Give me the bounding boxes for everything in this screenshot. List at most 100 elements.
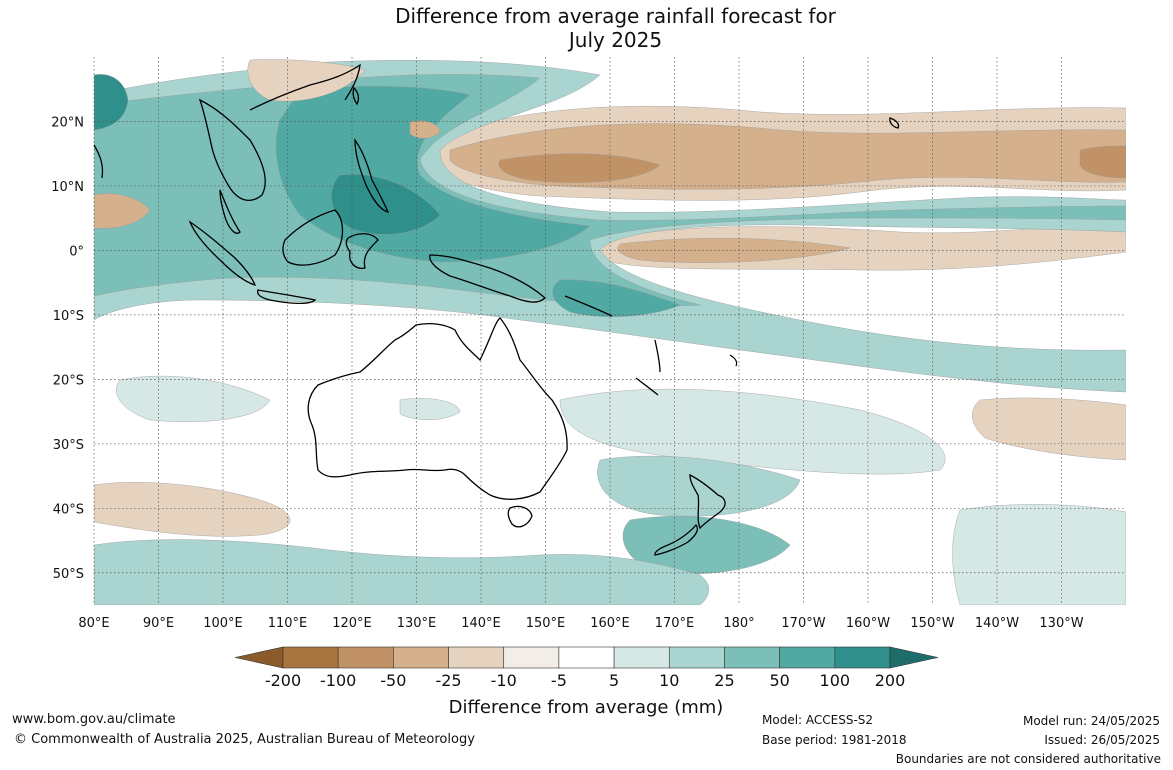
new-zealand-south-wet (622, 516, 791, 574)
java-coastline (256, 289, 317, 305)
colorbar-extend-low (234, 646, 284, 669)
north-pacific-dry-core (498, 153, 661, 183)
philippines-coastline (354, 137, 390, 213)
colorbar-segment (558, 646, 615, 669)
borneo-coastline (282, 209, 344, 266)
new-zealand-north-coastline (689, 473, 726, 530)
copyright-text: © Commonwealth of Australia 2025, Austra… (14, 732, 475, 747)
south-china-dry (247, 59, 366, 102)
longitude-label: 140°W (975, 616, 1019, 631)
coastlines (93, 63, 900, 556)
colorbar-tick-label: 200 (875, 671, 906, 690)
colorbar-segment (337, 646, 394, 669)
colorbar-segment (613, 646, 670, 669)
colorbar-tick-label: -25 (435, 671, 461, 690)
vanuatu-coastline (654, 339, 661, 373)
colorbar-tick-label: 10 (659, 671, 679, 690)
title-line-2: July 2025 (568, 28, 663, 52)
new-guinea-coastline (429, 254, 546, 303)
sumatra-coastline (188, 220, 257, 287)
colorbar-tick-label: -5 (551, 671, 567, 690)
longitude-label: 120°E (332, 616, 372, 631)
colorbar-segment (448, 646, 505, 669)
taiwan-coastline (352, 86, 360, 106)
longitude-label: 130°W (1039, 616, 1083, 631)
southern-ocean-dry-west (94, 482, 290, 537)
longitude-labels: 80°E 90°E 100°E 110°E 120°E 130°E 140°E 150°E 16… (78, 616, 1083, 631)
north-indian-ocean-dry (94, 193, 151, 229)
base-period-text: Base period: 1981-2018 (762, 733, 907, 747)
model-text: Model: ACCESS-S2 (762, 713, 874, 727)
longitude-label: 80°E (78, 616, 109, 631)
south-pacific-convergence-wet (559, 388, 946, 475)
website-text: www.bom.gov.au/climate (12, 712, 176, 727)
colorbar-extend-high (889, 646, 939, 669)
philippine-sea-dry (409, 120, 441, 139)
latitude-label: 50°S (53, 567, 84, 582)
colorbar-title: Difference from average (mm) (449, 697, 724, 718)
new-caledonia-coastline (635, 377, 659, 396)
longitude-label: 110°E (268, 616, 308, 631)
southern-ocean-wet-west (94, 539, 709, 605)
colorbar-tick-label: -100 (320, 671, 356, 690)
equatorial-dry-band-core (617, 238, 851, 263)
indochina-coastline (198, 98, 266, 201)
central-australia-wet (399, 398, 461, 420)
colorbar-segment (834, 646, 891, 669)
latitude-labels: 20°N 10°N 0° 10°S 20°S 30°S 40°S 50°S (51, 115, 84, 581)
latitude-label: 30°S (53, 438, 84, 453)
solomon-islands-coastline (564, 295, 613, 317)
indian-ocean-south-wet (116, 375, 271, 422)
warm-pool-core (331, 174, 441, 235)
latitude-label: 20°N (51, 115, 84, 130)
colorbar-tick-label: -10 (491, 671, 517, 690)
colorbar-tick-label: -200 (265, 671, 301, 690)
china-coastline (249, 63, 361, 111)
colorbar-tick-label: 25 (714, 671, 734, 690)
colorbar-segment (503, 646, 560, 669)
north-pacific-dry-core-east (1079, 145, 1126, 179)
tasman-sea-wet (597, 455, 801, 517)
boundaries-note: Boundaries are not considered authoritat… (895, 752, 1161, 766)
malay-peninsula-coastline (219, 189, 241, 234)
longitude-label: 90°E (143, 616, 174, 631)
longitude-label: 130°E (397, 616, 437, 631)
longitude-label: 150°E (526, 616, 566, 631)
solomon-sea-wet (552, 279, 681, 317)
hawaii-coastline (889, 117, 900, 129)
longitude-label: 170°W (781, 616, 825, 631)
colorbar-segment (724, 646, 780, 669)
model-run-text: Model run: 24/05/2025 (1022, 714, 1160, 728)
longitude-label: 140°E (461, 616, 501, 631)
fiji-coastline (729, 354, 738, 367)
colorbar-tick-label: 5 (609, 671, 619, 690)
issued-text: Issued: 26/05/2025 (1044, 733, 1160, 747)
tasmania-coastline (507, 505, 533, 528)
latitude-label: 40°S (53, 502, 84, 517)
longitude-label: 180° (723, 616, 754, 631)
australia-coastline (307, 317, 568, 500)
southern-ocean-dry-east (972, 397, 1126, 461)
latitude-label: 10°S (53, 309, 84, 324)
latitude-label: 10°N (51, 180, 84, 195)
colorbar-segment (779, 646, 836, 669)
colorbar-tick-label: 100 (820, 671, 851, 690)
longitude-label: 170°E (655, 616, 695, 631)
colorbar-segment (393, 646, 449, 669)
colorbar: -200 -100 -50 -25 -10 -5 5 10 25 50 100 200 (234, 646, 939, 690)
title-line-1: Difference from average rainfall forecas… (395, 4, 836, 28)
longitude-label: 160°E (590, 616, 630, 631)
longitude-label: 160°W (846, 616, 890, 631)
colorbar-segment (282, 646, 339, 669)
colorbar-tick-label: -50 (380, 671, 406, 690)
latitude-label: 20°S (53, 373, 84, 388)
india-coastline (93, 144, 104, 179)
sulawesi-coastline (345, 233, 379, 269)
longitude-label: 100°E (203, 616, 243, 631)
western-boundary-wet (94, 74, 129, 131)
colorbar-segment (668, 646, 725, 669)
longitude-label: 150°W (910, 616, 954, 631)
colorbar-tick-label: 50 (769, 671, 789, 690)
new-zealand-south-coastline (654, 523, 699, 556)
